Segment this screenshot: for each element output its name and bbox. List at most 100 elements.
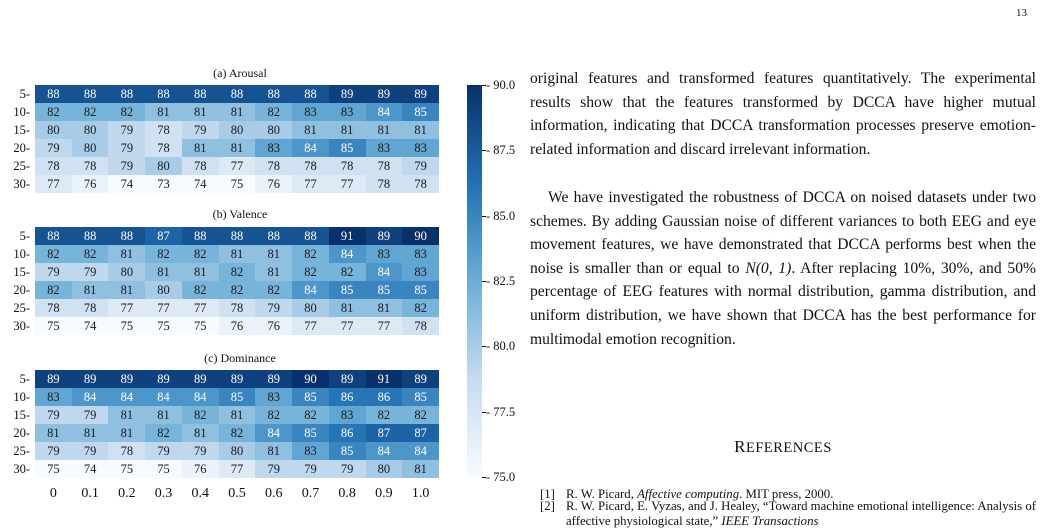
heatmap-cell: 81 bbox=[108, 424, 146, 442]
heatmap-cell: 82 bbox=[145, 245, 182, 263]
heatmap-row-label: 20- bbox=[13, 141, 30, 155]
heatmap-cell: 83 bbox=[35, 388, 72, 406]
heatmap-cell: 89 bbox=[71, 370, 109, 388]
heatmap-cell: 79 bbox=[35, 406, 72, 424]
heatmap-cell: 83 bbox=[402, 245, 439, 263]
heatmap-cell: 81 bbox=[218, 406, 256, 424]
heatmap-cell: 81 bbox=[328, 299, 366, 317]
heatmap-row-label: 25- bbox=[13, 301, 30, 315]
heatmap-cell: 86 bbox=[365, 388, 403, 406]
heatmap-row-label: 15- bbox=[13, 408, 30, 422]
heatmap-cell: 87 bbox=[145, 227, 182, 245]
heatmap-cell: 73 bbox=[145, 175, 182, 193]
heatmap-cell: 89 bbox=[145, 370, 182, 388]
heatmap-cell: 74 bbox=[181, 175, 219, 193]
heatmap-cell: 76 bbox=[255, 317, 293, 335]
heatmap-cell: 89 bbox=[35, 370, 72, 388]
heatmap-cell: 75 bbox=[35, 460, 72, 478]
heatmap-cell: 79 bbox=[108, 157, 146, 175]
paragraph-2-text-a: We have investigated the robustness of D… bbox=[530, 189, 1036, 277]
heatmap-cell: 78 bbox=[292, 157, 329, 175]
heatmap-cell: 75 bbox=[145, 460, 182, 478]
heatmap-cell: 85 bbox=[365, 281, 403, 299]
heatmap-cell: 81 bbox=[255, 245, 293, 263]
heatmap-cell: 88 bbox=[35, 227, 72, 245]
heatmap-cell: 82 bbox=[181, 281, 219, 299]
heatmap-cell: 77 bbox=[365, 317, 403, 335]
heatmap-2-grid: 88 88 88 87 88 88 88 88 91 89 90 82 82 81 82 82 81 81 82 84… bbox=[35, 227, 439, 335]
heatmap-cell: 80 bbox=[255, 121, 293, 139]
heatmap-cell: 84 bbox=[292, 281, 329, 299]
heatmap-cell: 85 bbox=[292, 424, 329, 442]
heatmap-cell: 83 bbox=[292, 442, 329, 460]
heatmap-cell: 78 bbox=[145, 139, 182, 157]
heatmap-cell: 77 bbox=[292, 175, 329, 193]
heatmap-cell: 89 bbox=[255, 370, 293, 388]
heatmap-cell: 80 bbox=[292, 299, 329, 317]
heatmap-cell: 77 bbox=[181, 299, 219, 317]
colorbar-tick-label: - 75.0 bbox=[481, 470, 516, 484]
heatmap-cell: 77 bbox=[218, 460, 256, 478]
heatmap-cell: 80 bbox=[35, 121, 72, 139]
heatmap-cell: 84 bbox=[328, 245, 366, 263]
heatmap-cell: 81 bbox=[145, 406, 182, 424]
heatmap-cell: 88 bbox=[181, 227, 219, 245]
heatmap-row-label: 5- bbox=[19, 372, 30, 386]
heatmap-row-label: 5- bbox=[19, 229, 30, 243]
x-tick-label: 0 bbox=[49, 486, 57, 501]
heatmap-cell: 82 bbox=[292, 245, 329, 263]
heatmap-cell: 87 bbox=[365, 424, 403, 442]
page-number: 13 bbox=[1016, 7, 1027, 19]
heatmap-cell: 83 bbox=[365, 245, 403, 263]
heatmap-cell: 77 bbox=[292, 317, 329, 335]
heatmap-cell: 81 bbox=[255, 263, 293, 281]
heatmap-cell: 78 bbox=[402, 317, 439, 335]
heatmap-cell: 81 bbox=[181, 139, 219, 157]
heatmap-cell: 84 bbox=[365, 442, 403, 460]
heatmap-row-label: 30- bbox=[13, 177, 30, 191]
heatmap-cell: 79 bbox=[71, 406, 109, 424]
heatmap-cell: 84 bbox=[181, 388, 219, 406]
heatmap-cell: 82 bbox=[255, 406, 293, 424]
heatmap-cell: 88 bbox=[255, 85, 293, 103]
reference-2-text-a: R. W. Picard, E. Vyzas, and J. Healey, “… bbox=[566, 499, 1036, 528]
heatmap-cell: 80 bbox=[218, 121, 256, 139]
x-tick-label: 0.1 bbox=[81, 486, 99, 501]
heatmap-cell: 77 bbox=[328, 317, 366, 335]
heatmap-cell: 79 bbox=[328, 460, 366, 478]
heatmap-cell: 89 bbox=[108, 370, 146, 388]
heatmap-cell: 84 bbox=[255, 424, 293, 442]
paragraph-2-text-b: . After replacing 10%, 30%, and 50% perc… bbox=[530, 259, 1036, 348]
heatmap-cell: 81 bbox=[181, 424, 219, 442]
heatmap-cell: 78 bbox=[71, 299, 109, 317]
heatmap-cell: 75 bbox=[108, 460, 146, 478]
heatmap-cell: 83 bbox=[255, 139, 293, 157]
heatmap-cell: 79 bbox=[181, 442, 219, 460]
heatmap-cell: 85 bbox=[328, 442, 366, 460]
heatmap-row-label: 15- bbox=[13, 123, 30, 137]
heatmap-row-label: 10- bbox=[13, 105, 30, 119]
heatmap-row-label: 5- bbox=[19, 87, 30, 101]
heatmap-row-label: 10- bbox=[13, 390, 30, 404]
heatmap-1-title: (a) Arousal bbox=[213, 66, 267, 80]
heatmap-cell: 91 bbox=[328, 227, 366, 245]
x-tick-label: 1.0 bbox=[411, 486, 430, 501]
heatmap-cell: 83 bbox=[328, 406, 366, 424]
heatmap-cell: 84 bbox=[71, 388, 109, 406]
heatmap-cell: 82 bbox=[71, 245, 109, 263]
heatmap-cell: 81 bbox=[365, 299, 403, 317]
heatmap-cell: 81 bbox=[108, 245, 146, 263]
heatmap-cell: 88 bbox=[292, 85, 329, 103]
heatmap-cell: 82 bbox=[108, 103, 146, 121]
heatmap-cell: 81 bbox=[108, 281, 146, 299]
heatmap-cell: 82 bbox=[292, 263, 329, 281]
heatmap-cell: 80 bbox=[71, 121, 109, 139]
heatmap-3-grid: 89 89 89 89 89 89 89 90 89 91 89 83 84 84 84 84 85 83 85 86… bbox=[35, 370, 439, 478]
heatmap-row-label: 10- bbox=[13, 247, 30, 261]
heatmap-cell: 81 bbox=[402, 460, 439, 478]
heatmap-cell: 83 bbox=[255, 388, 293, 406]
reference-1-text-b: . MIT press, 2000. bbox=[739, 487, 834, 501]
heatmap-cell: 76 bbox=[181, 460, 219, 478]
references-heading-rest: EFERENCES bbox=[745, 440, 832, 456]
heatmap-cell: 84 bbox=[108, 388, 146, 406]
